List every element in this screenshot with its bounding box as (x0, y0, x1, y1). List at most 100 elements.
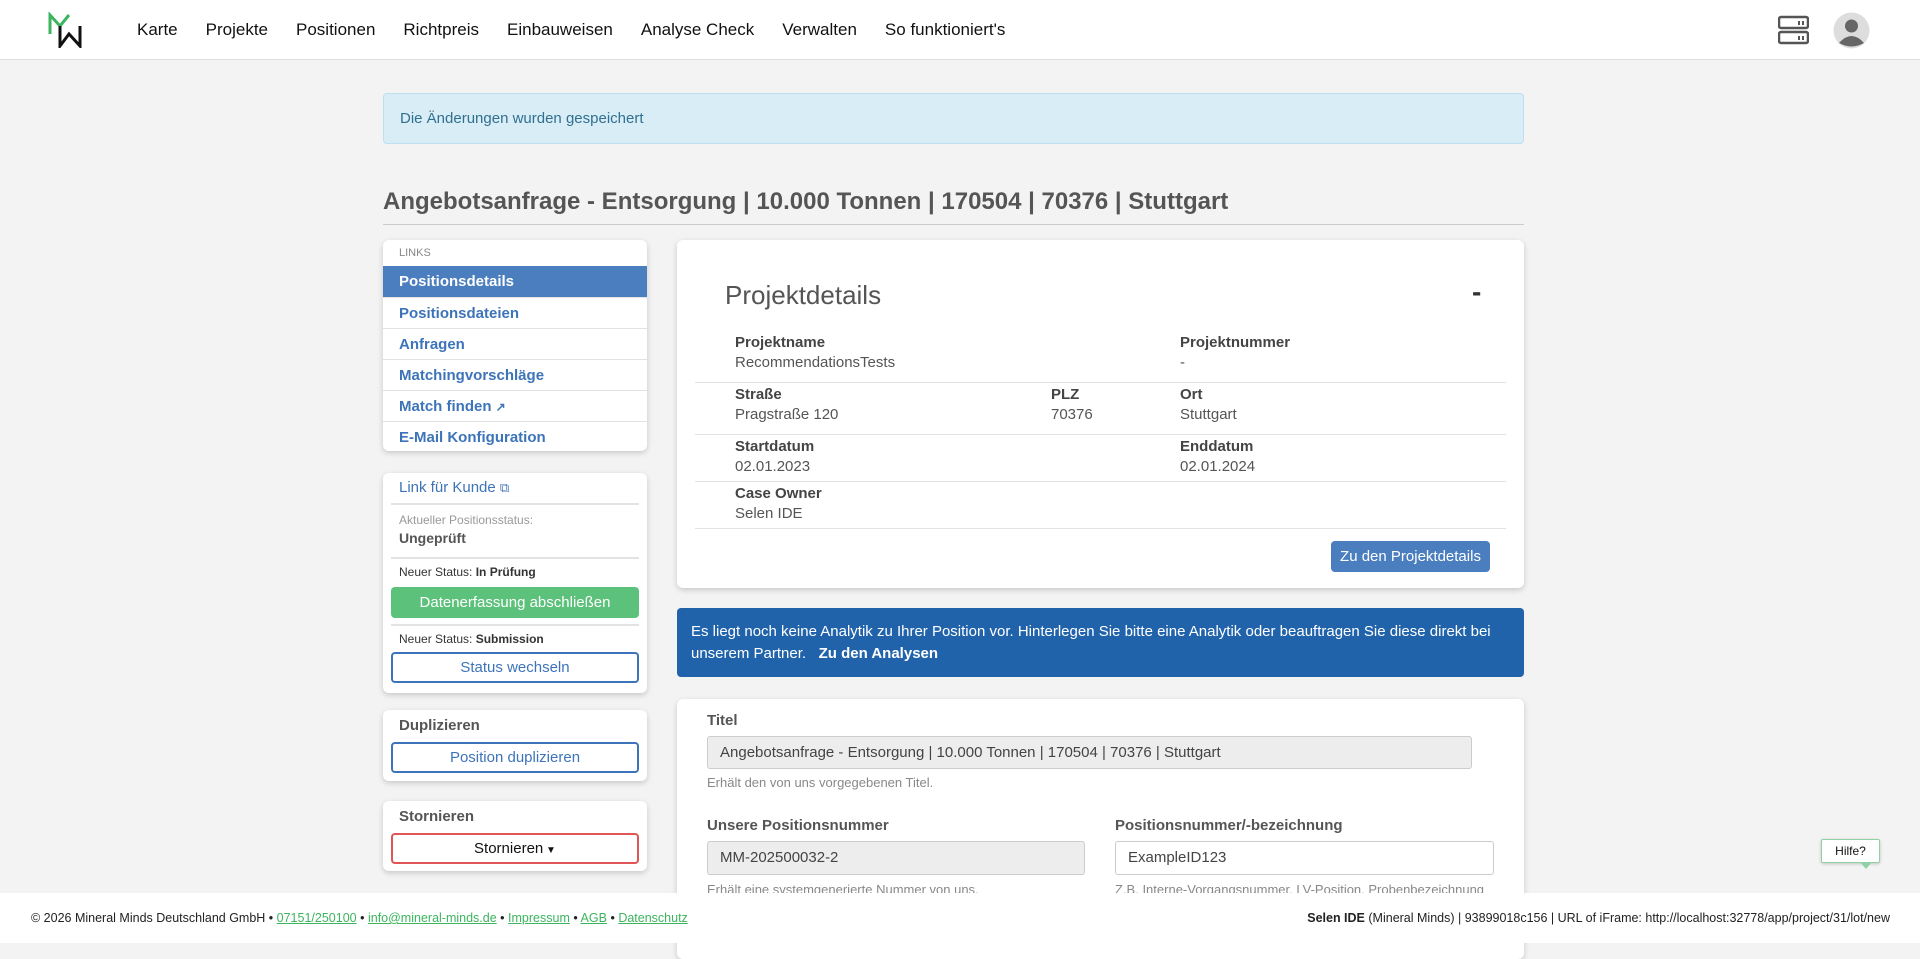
current-status-label: Aktueller Positionsstatus: (399, 513, 534, 527)
value: Pragstraße 120 (735, 406, 839, 423)
phone-link[interactable]: 07151/250100 (276, 911, 357, 925)
label: Projektname (735, 334, 826, 351)
value: 02.01.2024 (1180, 458, 1256, 475)
agb-link[interactable]: AGB (580, 911, 607, 925)
alert-text: Die Änderungen wurden gespeichert (400, 110, 644, 127)
footer-left: © 2026 Mineral Minds Deutschland GmbH • … (31, 911, 688, 925)
customer-link[interactable]: Link für Kunde ⧉ (391, 473, 639, 505)
separator: • (610, 911, 615, 925)
email-link[interactable]: info@mineral-minds.de (367, 911, 497, 925)
label: Enddatum (1180, 438, 1254, 455)
field-projektnummer: Projektnummer - (1180, 334, 1290, 371)
change-status-button[interactable]: Status wechseln (391, 652, 639, 683)
sidebar-item-match-finden[interactable]: Match finden ↗ (383, 390, 647, 421)
sidebar-item-matchingvorschlaege[interactable]: Matchingvorschläge (383, 359, 647, 390)
value: Stuttgart (1180, 406, 1237, 423)
copyright: © 2026 Mineral Minds Deutschland GmbH • (31, 911, 274, 925)
title-input[interactable]: Angebotsanfrage - Entsorgung | 10.000 To… (707, 736, 1472, 769)
value: 02.01.2023 (735, 458, 811, 475)
value: 70376 (1051, 406, 1093, 423)
status-card: Link für Kunde ⧉ Aktueller Positionsstat… (383, 473, 647, 693)
divider (695, 528, 1506, 529)
label: Straße (735, 386, 782, 403)
new-status-prefix: Neuer Status: (399, 565, 473, 579)
user-avatar-icon[interactable] (1833, 12, 1870, 49)
analytics-info-alert: Es liegt noch keine Analytik zu Ihrer Po… (677, 608, 1524, 677)
project-details-title: Projektdetails (725, 280, 882, 310)
links-header: LINKS (399, 247, 431, 259)
collapse-button[interactable]: - (1472, 276, 1482, 307)
divider (695, 382, 1506, 383)
impressum-link[interactable]: Impressum (508, 911, 570, 925)
sidebar-item-email-konfiguration[interactable]: E-Mail Konfiguration (383, 421, 647, 451)
external-link-icon: ↗ (495, 400, 506, 414)
label: Startdatum (735, 438, 815, 455)
sidebar-item-anfragen[interactable]: Anfragen (383, 328, 647, 359)
customer-link-label: Link für Kunde (399, 479, 496, 496)
duplicate-title: Duplizieren (399, 717, 480, 734)
nav-projekte[interactable]: Projekte (205, 20, 269, 39)
to-analyses-link[interactable]: Zu den Analysen (818, 645, 939, 662)
field-strasse: Straße Pragstraße 120 (735, 386, 838, 423)
success-alert: Die Änderungen wurden gespeichert (383, 93, 1524, 144)
field-projektname: Projektname RecommendationsTests (735, 334, 895, 371)
current-status: Aktueller Positionsstatus: Ungeprüft (391, 505, 639, 559)
label: Case Owner (735, 485, 822, 502)
sidebar-item-positionsdetails[interactable]: Positionsdetails (383, 266, 647, 297)
help-button[interactable]: Hilfe? (1821, 839, 1880, 863)
sidebar-item-positionsdateien[interactable]: Positionsdateien (383, 297, 647, 328)
nav-so-funktionierts[interactable]: So funktioniert's (884, 20, 1006, 39)
separator: • (500, 911, 505, 925)
nav-einbauweisen[interactable]: Einbauweisen (507, 20, 613, 39)
divider (695, 434, 1506, 435)
divider (695, 481, 1506, 482)
project-details-card: Projektdetails - Projektname Recommendati… (677, 240, 1524, 588)
field-ort: Ort Stuttgart (1180, 386, 1237, 423)
main-nav: Karte Projekte Positionen Richtpreis Ein… (137, 0, 1005, 60)
duplicate-position-button[interactable]: Position duplizieren (391, 742, 639, 773)
new-status-1: Neuer Status: In Prüfung (383, 559, 647, 587)
help-bubble-tail (1860, 862, 1872, 869)
cancel-title: Stornieren (399, 808, 475, 825)
title-help: Erhält den von uns vorgegebenen Titel. (707, 775, 934, 790)
nav-analyse-check[interactable]: Analyse Check (640, 20, 755, 39)
match-finden-label: Match finden (399, 398, 492, 415)
separator: • (360, 911, 365, 925)
current-status-value: Ungeprüft (399, 530, 466, 546)
new-status-2: Neuer Status: Submission (391, 624, 639, 652)
top-navbar: Karte Projekte Positionen Richtpreis Ein… (0, 0, 1920, 60)
page-title: Angebotsanfrage - Entsorgung | 10.000 To… (383, 188, 1229, 215)
analytics-text: Es liegt noch keine Analytik zu Ihrer Po… (691, 623, 1491, 662)
nav-verwalten[interactable]: Verwalten (782, 20, 857, 39)
footer-info: (Mineral Minds) | 93899018c156 | URL of … (1368, 911, 1890, 925)
our-position-number-input[interactable]: MM-202500032-2 (707, 841, 1085, 875)
position-number-input[interactable]: ExampleID123 (1115, 841, 1494, 875)
our-position-number-label: Unsere Positionsnummer (707, 817, 889, 834)
value: RecommendationsTests (735, 354, 896, 371)
nav-karte[interactable]: Karte (137, 20, 178, 39)
label: PLZ (1051, 386, 1080, 403)
footer-right: Selen IDE (Mineral Minds) | 93899018c156… (1307, 911, 1890, 925)
datenschutz-link[interactable]: Datenschutz (618, 911, 688, 925)
mineral-minds-logo[interactable] (47, 12, 83, 48)
copy-icon: ⧉ (499, 480, 510, 495)
complete-data-entry-button[interactable]: Datenerfassung abschließen (391, 587, 639, 618)
new-status-value: Submission (475, 632, 544, 646)
footer-user: Selen IDE (1307, 911, 1365, 925)
separator: • (573, 911, 578, 925)
footer: © 2026 Mineral Minds Deutschland GmbH • … (0, 893, 1920, 943)
title-divider (383, 224, 1524, 225)
caret-down-icon: ▼ (543, 845, 556, 856)
field-case-owner: Case Owner Selen IDE (735, 485, 822, 522)
position-number-label: Positionsnummer/-bezeichnung (1115, 817, 1343, 834)
nav-richtpreis[interactable]: Richtpreis (403, 20, 479, 39)
value: Selen IDE (735, 505, 803, 522)
server-icon[interactable] (1778, 15, 1809, 45)
label: Projektnummer (1180, 334, 1291, 351)
label: Ort (1180, 386, 1203, 403)
cancel-card: Stornieren Stornieren ▼ (383, 801, 647, 871)
nav-positionen[interactable]: Positionen (296, 20, 376, 39)
to-project-details-button[interactable]: Zu den Projektdetails (1331, 541, 1490, 572)
cancel-dropdown-button[interactable]: Stornieren ▼ (391, 833, 639, 864)
title-label: Titel (707, 712, 738, 729)
